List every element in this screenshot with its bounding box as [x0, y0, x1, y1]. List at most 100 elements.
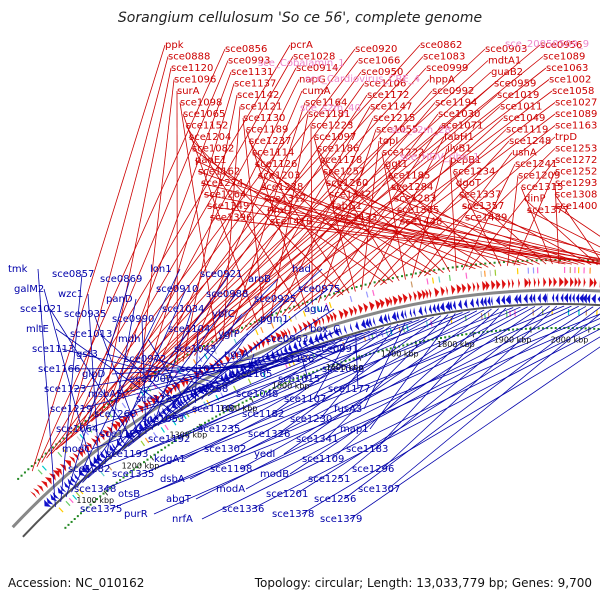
- red-leader-line: [106, 71, 232, 411]
- blue-leader-line: [363, 322, 406, 410]
- blue-gene-label: ngsA: [224, 349, 249, 360]
- forward-cog-tick: [198, 356, 203, 363]
- forward-gene-arrow: [79, 447, 86, 456]
- blue-leader-line: [60, 273, 83, 502]
- forward-gene-arrow: [49, 473, 56, 481]
- inner-dot: [402, 344, 405, 347]
- reverse-gene-arrow: [258, 356, 263, 366]
- red-gene-label: sce1215: [373, 113, 415, 124]
- reverse-cog-tick: [65, 500, 71, 507]
- red-gene-label: sce1315: [521, 182, 563, 193]
- blue-leader-line: [87, 293, 100, 469]
- red-leader-line: [143, 83, 235, 385]
- red-leader-line: [393, 198, 585, 265]
- red-gene-label: sce1049: [503, 113, 545, 124]
- blue-leader-line: [91, 312, 463, 450]
- inner-dot: [439, 337, 442, 340]
- red-leader-line: [399, 221, 600, 260]
- inner-dot: [499, 329, 502, 332]
- inner-dot: [377, 350, 380, 353]
- blue-gene-label: sce0857: [52, 269, 94, 280]
- blue-gene-label: sce1021: [20, 304, 62, 315]
- inner-dot: [584, 327, 587, 330]
- red-leader-line: [328, 194, 579, 265]
- outer-dot: [107, 403, 110, 406]
- blue-gene-label: nrfA: [172, 514, 193, 525]
- inner-dot: [125, 473, 128, 476]
- inner-dot: [196, 426, 199, 429]
- forward-gene-arrow: [501, 279, 506, 290]
- forward-gene-arrow: [440, 286, 445, 297]
- reverse-gene-arrow: [483, 296, 488, 307]
- blue-leader-line: [122, 298, 285, 452]
- red-leader-line: [449, 159, 457, 271]
- red-leader-line: [336, 125, 556, 298]
- reverse-gene-arrow: [111, 442, 118, 451]
- kbp-label: 1100 kbp: [76, 496, 114, 505]
- reverse-gene-arrow: [514, 294, 518, 305]
- red-gene-label: mdtA1: [488, 56, 521, 67]
- blue-gene-label: panD: [106, 294, 133, 305]
- blue-gene-label: abgT: [166, 494, 192, 505]
- reverse-gene-arrow: [582, 293, 588, 304]
- kbp-label: 1800 kbp: [437, 340, 475, 349]
- red-leader-line: [361, 140, 380, 290]
- blue-leader-line: [349, 346, 600, 520]
- inner-dot: [211, 417, 214, 420]
- blue-gene-label: sce1235: [198, 424, 240, 435]
- reverse-cog-tick: [262, 371, 266, 378]
- inner-dot: [593, 327, 596, 330]
- red-gene-label: dinP: [524, 194, 546, 205]
- forward-gene-arrow: [149, 396, 156, 406]
- reverse-cog-tick: [302, 355, 306, 362]
- blue-gene-label: sce1201: [266, 489, 308, 500]
- outer-dot: [516, 260, 519, 263]
- blue-leader-line: [147, 305, 572, 495]
- blue-gene-label: sce1052: [180, 364, 222, 375]
- red-gene-label: sce1237: [249, 136, 291, 147]
- forward-cog-tick: [308, 308, 312, 315]
- reverse-gene-arrow: [432, 303, 437, 314]
- red-gene-label: sce1142: [237, 90, 279, 101]
- forward-gene-arrow: [445, 285, 448, 296]
- red-gene-label: fabH1: [444, 132, 474, 143]
- blue-leader-line: [331, 308, 499, 460]
- inner-dot: [541, 327, 544, 330]
- blue-leader-line: [151, 308, 193, 430]
- outer-dot: [41, 455, 44, 458]
- reverse-gene-arrow: [373, 316, 376, 327]
- inner-dot: [389, 347, 392, 350]
- inner-dot: [406, 343, 409, 346]
- forward-gene-arrow: [332, 311, 337, 322]
- outer-dot: [319, 296, 322, 299]
- forward-gene-arrow: [511, 278, 514, 289]
- blue-gene-label: sce0925: [254, 294, 296, 305]
- forward-gene-arrow: [570, 277, 574, 288]
- inner-dot: [414, 341, 417, 344]
- blue-leader-line: [117, 345, 322, 395]
- reverse-cog-tick: [68, 497, 74, 504]
- outer-dot: [58, 440, 61, 443]
- inner-dot: [86, 506, 89, 509]
- blue-leader-line: [49, 308, 135, 443]
- inner-dot: [189, 430, 192, 433]
- red-leader-line: [461, 205, 600, 256]
- inner-dot: [478, 331, 481, 334]
- blue-gene-label: sce1166: [38, 364, 80, 375]
- forward-gene-arrow: [90, 438, 98, 447]
- forward-gene-arrow: [379, 298, 385, 309]
- outer-dot: [95, 411, 98, 414]
- reverse-gene-arrow: [318, 332, 325, 342]
- reverse-gene-arrow: [597, 296, 600, 303]
- kbp-label: 1200 kbp: [122, 461, 160, 470]
- red-gene-label: sce1400: [555, 201, 597, 212]
- blue-gene-label: otsB: [118, 489, 140, 500]
- forward-gene-arrow: [64, 459, 71, 468]
- red-leader-line: [293, 113, 556, 312]
- forward-gene-arrow: [33, 488, 40, 496]
- forward-gene-arrow: [417, 290, 423, 301]
- outer-dot: [219, 336, 222, 339]
- outer-dot: [223, 334, 226, 337]
- blue-gene-label: sce1104: [168, 324, 210, 335]
- reverse-gene-arrow: [505, 294, 511, 305]
